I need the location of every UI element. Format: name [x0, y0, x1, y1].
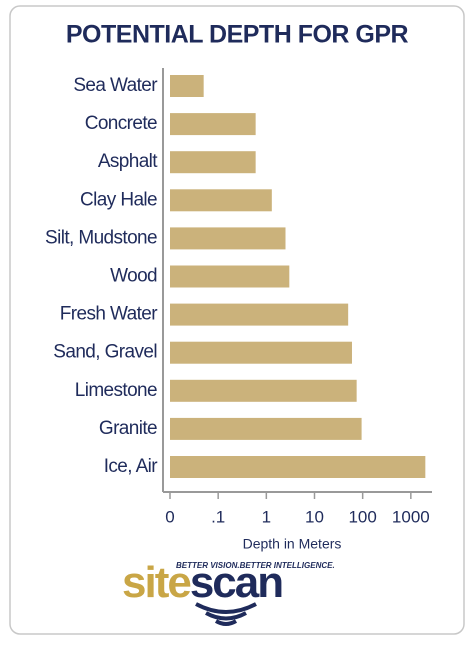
y-tick-label: Silt, Mudstone — [45, 227, 157, 248]
chart-title: POTENTIAL DEPTH FOR GPR — [66, 21, 409, 49]
logo-wave — [195, 602, 257, 614]
y-tick-label: Granite — [99, 418, 157, 439]
logo-part: site — [122, 558, 190, 607]
logo: BETTER VISION.BETTER INTELLIGENCE. sites… — [122, 558, 335, 626]
bar — [170, 303, 349, 326]
bar — [170, 151, 256, 174]
y-tick-label: Ice, Air — [104, 456, 159, 477]
y-tick-label: Wood — [110, 266, 157, 287]
logo-wave — [214, 619, 238, 626]
logo-wordmark: sitescan — [122, 558, 282, 607]
bar — [170, 379, 357, 402]
bar — [170, 113, 256, 136]
logo-part: scan — [190, 558, 282, 607]
bar — [170, 75, 204, 97]
y-tick-label: Clay Hale — [80, 189, 157, 210]
y-tick-label: Fresh Water — [60, 304, 158, 325]
y-tick-label: Sand, Gravel — [53, 342, 157, 363]
y-tick-label: Limestone — [75, 380, 157, 401]
y-tick-label: Sea Water — [73, 75, 158, 96]
bar — [170, 417, 362, 440]
logo-wave — [205, 611, 247, 621]
x-tick-label: 100 — [348, 507, 376, 526]
x-tick-label: 10 — [305, 507, 324, 526]
logo-tagline: BETTER VISION.BETTER INTELLIGENCE. — [176, 561, 335, 570]
bar — [170, 227, 286, 250]
bar — [170, 341, 352, 364]
bar — [170, 265, 290, 288]
x-axis-label: Depth in Meters — [243, 536, 342, 552]
x-tick-label: 1000 — [392, 507, 430, 526]
bar — [170, 456, 426, 478]
x-tick-label: 0 — [165, 507, 174, 526]
x-tick-label: .1 — [211, 507, 225, 526]
y-tick-label: Asphalt — [98, 151, 158, 172]
bar — [170, 189, 272, 212]
y-tick-label: Concrete — [85, 113, 157, 134]
x-tick-label: 1 — [262, 507, 271, 526]
